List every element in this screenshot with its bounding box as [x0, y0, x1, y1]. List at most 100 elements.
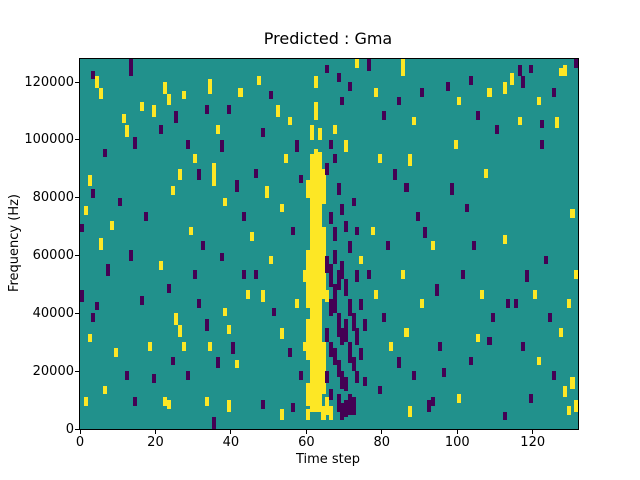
heatmap-cell	[445, 82, 451, 91]
heatmap-cell	[381, 111, 386, 120]
heatmap-cell	[574, 400, 578, 412]
heatmap-cell	[476, 111, 481, 120]
heatmap-cell	[404, 183, 409, 192]
heatmap-cell	[374, 87, 379, 97]
heatmap-cell	[359, 298, 364, 311]
heatmap-cell	[344, 400, 349, 418]
heatmap-cell	[419, 87, 424, 97]
heatmap-cell	[83, 397, 88, 406]
heatmap-cell	[359, 348, 364, 360]
heatmap-cell	[355, 270, 360, 282]
heatmap-cell	[340, 371, 345, 389]
heatmap-cell	[181, 90, 186, 100]
heatmap-cell	[329, 212, 334, 224]
heatmap-cell	[80, 223, 85, 233]
heatmap-cell	[291, 226, 296, 236]
heatmap-cell	[91, 70, 96, 80]
heatmap-cell	[351, 397, 356, 415]
heatmap-cell	[291, 402, 296, 412]
x-axis-tick	[154, 430, 156, 434]
heatmap-cell	[355, 226, 360, 236]
heatmap-cell	[359, 255, 364, 265]
heatmap-cell	[336, 270, 341, 291]
heatmap-cell	[570, 376, 575, 389]
heatmap-cell	[517, 64, 522, 77]
heatmap-cell	[249, 232, 254, 242]
heatmap-cell	[400, 270, 405, 279]
heatmap-cell	[166, 93, 171, 106]
heatmap-cell	[329, 139, 334, 149]
heatmap-cell	[298, 174, 303, 184]
heatmap-cell	[223, 307, 228, 317]
heatmap-cell	[189, 226, 194, 236]
heatmap-cell	[491, 313, 496, 323]
heatmap-cell	[200, 241, 205, 250]
heatmap-cell	[163, 82, 168, 94]
heatmap-cell	[102, 148, 107, 158]
heatmap-cell	[347, 342, 352, 363]
heatmap-cell	[329, 264, 334, 288]
heatmap-cell	[412, 116, 417, 126]
x-axis-label: Time step	[295, 452, 361, 467]
heatmap-cell	[325, 371, 330, 383]
heatmap-cell	[344, 319, 349, 343]
heatmap-cell	[510, 73, 515, 86]
heatmap-cell	[502, 82, 507, 94]
heatmap-cell	[185, 139, 190, 149]
heatmap-cell	[98, 87, 103, 100]
heatmap-cell	[125, 125, 130, 138]
heatmap-cell	[144, 212, 149, 221]
heatmap-cell	[257, 76, 262, 86]
heatmap-cell	[464, 203, 469, 213]
heatmap-cell	[204, 319, 209, 331]
heatmap-cell	[347, 298, 352, 317]
heatmap-cell	[230, 342, 235, 354]
heatmap-cell	[344, 220, 349, 233]
heatmap-cell	[449, 183, 454, 195]
heatmap-cell	[140, 296, 145, 305]
heatmap-cell	[261, 290, 266, 302]
heatmap-cell	[110, 220, 115, 230]
heatmap-cell	[355, 327, 360, 346]
heatmap-cell	[468, 76, 473, 86]
heatmap-cell	[430, 397, 435, 406]
heatmap-cell	[219, 139, 224, 152]
heatmap-cell	[253, 168, 258, 178]
heatmap-cell	[132, 397, 137, 406]
heatmap-cell	[253, 270, 258, 279]
x-axis-tick-label: 0	[75, 435, 85, 450]
heatmap-cell	[336, 313, 341, 337]
heatmap-cell	[487, 336, 492, 346]
heatmap-cell	[261, 400, 266, 409]
heatmap-cell	[336, 394, 341, 412]
heatmap-cell	[208, 342, 213, 351]
heatmap-cell	[181, 342, 186, 351]
heatmap-cell	[321, 342, 326, 395]
heatmap-cell	[400, 59, 405, 77]
heatmap-cell	[306, 249, 311, 308]
heatmap-cell	[325, 163, 330, 175]
heatmap-cell	[547, 313, 552, 323]
x-axis-tick	[230, 430, 232, 434]
heatmap-cell	[117, 197, 122, 207]
heatmap-cell	[381, 313, 386, 323]
heatmap-cell	[140, 102, 145, 112]
heatmap-cell	[521, 342, 526, 351]
heatmap-cell	[196, 168, 202, 181]
heatmap-cell	[196, 298, 202, 308]
x-axis-tick-label: 40	[222, 435, 240, 450]
y-axis-tick	[75, 197, 79, 199]
heatmap-cell	[412, 371, 417, 380]
heatmap-cell	[272, 307, 277, 317]
heatmap-cell	[347, 400, 352, 415]
x-axis-tick-label: 60	[298, 435, 315, 450]
heatmap-cell	[483, 168, 488, 178]
heatmap-cell	[513, 298, 518, 308]
heatmap-cell	[351, 356, 356, 372]
heatmap-cell	[242, 212, 247, 221]
heatmap-cell	[332, 249, 337, 265]
heatmap-cell	[389, 342, 394, 351]
heatmap-cell	[234, 180, 239, 192]
heatmap-cell	[427, 400, 432, 412]
